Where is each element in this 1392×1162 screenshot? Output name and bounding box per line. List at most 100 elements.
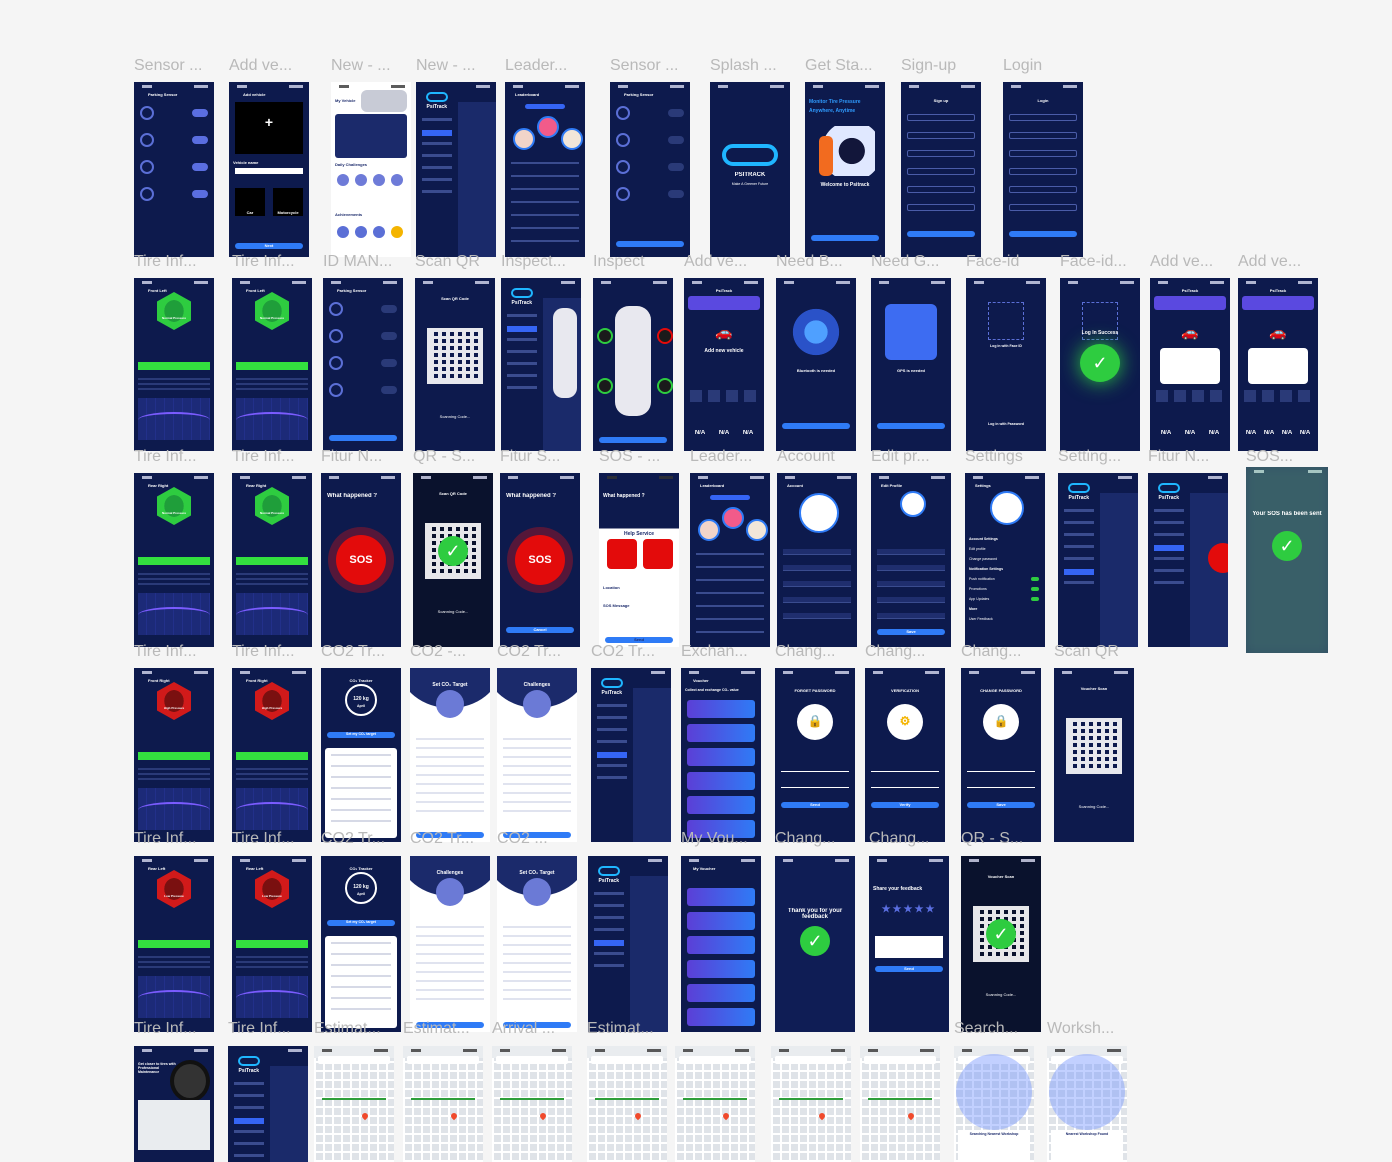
menu-item[interactable] <box>1064 533 1094 536</box>
add-vehicle-modal[interactable] <box>1160 348 1220 384</box>
checklist-row[interactable] <box>416 783 484 785</box>
frame-label[interactable]: Tire Inf... <box>134 1020 197 1037</box>
car-add-icon[interactable]: 🚗 <box>1269 324 1287 340</box>
screen-frame-menu-map[interactable]: PsiTrack <box>228 1046 308 1162</box>
continue-button[interactable] <box>416 832 484 838</box>
profile-avatar[interactable] <box>900 491 926 517</box>
journey-row[interactable] <box>331 787 391 789</box>
frame-label[interactable]: Fitur N... <box>321 448 383 465</box>
screen-frame-addnew[interactable]: PsiTrack 🚗 Add new vehicle N/A N/A N/A <box>684 278 764 451</box>
form-input[interactable] <box>907 168 975 175</box>
challenge-icon[interactable] <box>337 174 349 186</box>
journey-row[interactable] <box>331 765 391 767</box>
screen-frame-map-search[interactable]: Searching Nearest Workshop <box>954 1046 1034 1162</box>
frame-label[interactable]: Add ve... <box>1150 253 1214 270</box>
screen-frame-account[interactable]: Account <box>777 473 857 647</box>
primary-button[interactable] <box>616 241 684 247</box>
checklist-row[interactable] <box>416 792 484 794</box>
pressure-badge[interactable] <box>668 136 684 144</box>
frame-label[interactable]: Worksh... <box>1047 1020 1115 1037</box>
checklist-row[interactable] <box>503 756 571 758</box>
screen-frame-leaderboard[interactable]: Leaderboard <box>505 82 585 257</box>
journey-row[interactable] <box>331 754 391 756</box>
pressure-badge[interactable] <box>192 109 208 117</box>
menu-item[interactable] <box>1064 521 1094 524</box>
back-button[interactable] <box>782 423 850 429</box>
frame-label[interactable]: Need G... <box>871 253 940 270</box>
screen-frame-co2target[interactable]: Set CO₂ Target <box>410 668 490 842</box>
journey-row[interactable] <box>331 820 391 822</box>
car-add-icon[interactable]: 🚗 <box>715 324 733 340</box>
profile-field[interactable] <box>877 597 945 603</box>
checklist-row[interactable] <box>416 971 484 973</box>
pressure-badge[interactable] <box>668 190 684 198</box>
screen-frame-sensor2[interactable]: Parking Sensor <box>610 82 690 257</box>
form-input[interactable] <box>1009 186 1077 193</box>
menu-item[interactable] <box>1154 509 1184 512</box>
menu-item[interactable] <box>234 1154 264 1157</box>
pressure-badge[interactable] <box>192 163 208 171</box>
submit-button[interactable] <box>1009 231 1077 237</box>
password-input[interactable] <box>781 782 849 788</box>
submit-button[interactable] <box>967 802 1035 808</box>
quick-action-icon[interactable] <box>1192 390 1204 402</box>
help-option[interactable] <box>607 539 637 569</box>
screen-frame-qr-ok[interactable]: Voucher Scan ✓ Scanning Code... <box>961 856 1041 1032</box>
frame-label[interactable]: Face-id <box>966 253 1020 270</box>
vehicle-name-input[interactable] <box>235 168 303 174</box>
search-bar[interactable] <box>1051 1056 1123 1064</box>
frame-label[interactable]: Tire Inf... <box>232 448 295 465</box>
result-card[interactable]: Searching Nearest Workshop <box>958 1130 1030 1160</box>
quick-action-icon[interactable] <box>1210 390 1222 402</box>
map-tiles[interactable] <box>314 1058 394 1162</box>
continue-button[interactable] <box>599 437 667 443</box>
form-input[interactable] <box>907 114 975 121</box>
checklist-row[interactable] <box>503 989 571 991</box>
frame-label[interactable]: New - ... <box>331 57 391 74</box>
voucher-card[interactable] <box>687 724 755 742</box>
menu-item[interactable] <box>507 386 537 389</box>
pressure-badge[interactable] <box>192 136 208 144</box>
profile-field[interactable] <box>783 581 851 587</box>
menu-item[interactable] <box>597 752 627 758</box>
frame-label[interactable]: Need B... <box>776 253 843 270</box>
screen-frame-map[interactable] <box>587 1046 667 1162</box>
screen-frame-form[interactable]: Login <box>1003 82 1083 257</box>
frame-label[interactable]: CO2 Tr... <box>497 643 562 660</box>
set-target-button[interactable] <box>327 920 395 926</box>
checklist-row[interactable] <box>503 747 571 749</box>
quick-action-icon[interactable] <box>1262 390 1274 402</box>
checklist-row[interactable] <box>503 953 571 955</box>
frame-label[interactable]: SOS - ... <box>599 448 661 465</box>
menu-item[interactable] <box>507 362 537 365</box>
screen-frame-faceid-ok[interactable]: ✓ Log In Success <box>1060 278 1140 451</box>
menu-item[interactable] <box>507 314 537 317</box>
menu-item[interactable] <box>594 904 624 907</box>
menu-item[interactable] <box>1154 581 1184 584</box>
screen-frame-settings[interactable]: Settings Account Settings Edit profile Chan… <box>965 473 1045 647</box>
screen-frame-workshop-home[interactable]: Get closer to tires with Professional Ma… <box>134 1046 214 1162</box>
map-tiles[interactable] <box>492 1058 572 1162</box>
screen-frame-map[interactable] <box>403 1046 483 1162</box>
screen-frame-co2target[interactable]: Set CO₂ Target <box>497 856 577 1032</box>
frame-label[interactable]: Login <box>1003 57 1043 74</box>
search-bar[interactable] <box>318 1056 390 1064</box>
checklist-row[interactable] <box>503 783 571 785</box>
get-started-button[interactable] <box>811 235 879 241</box>
screen-frame-menu-co2[interactable]: PsiTrack <box>588 856 668 1032</box>
qr-code[interactable] <box>1066 718 1122 774</box>
screen-frame-qr[interactable]: Scan QR Code Scanning Code... <box>415 278 495 451</box>
password-input[interactable] <box>967 782 1035 788</box>
screen-frame-menu-sos[interactable]: PsiTrack <box>1148 473 1228 647</box>
menu-item[interactable] <box>234 1094 264 1097</box>
checklist-row[interactable] <box>416 935 484 937</box>
form-input[interactable] <box>907 132 975 139</box>
voucher-card[interactable] <box>687 984 755 1002</box>
password-input[interactable] <box>781 766 849 772</box>
screen-frame-tire[interactable]: Front Right High Pressure <box>134 668 214 842</box>
otp-input[interactable] <box>871 782 939 788</box>
checklist-row[interactable] <box>416 774 484 776</box>
frame-label[interactable]: Estimat... <box>403 1020 470 1037</box>
screen-frame-voucher[interactable]: Voucher Collect and exchange CO₂ value <box>681 668 761 842</box>
